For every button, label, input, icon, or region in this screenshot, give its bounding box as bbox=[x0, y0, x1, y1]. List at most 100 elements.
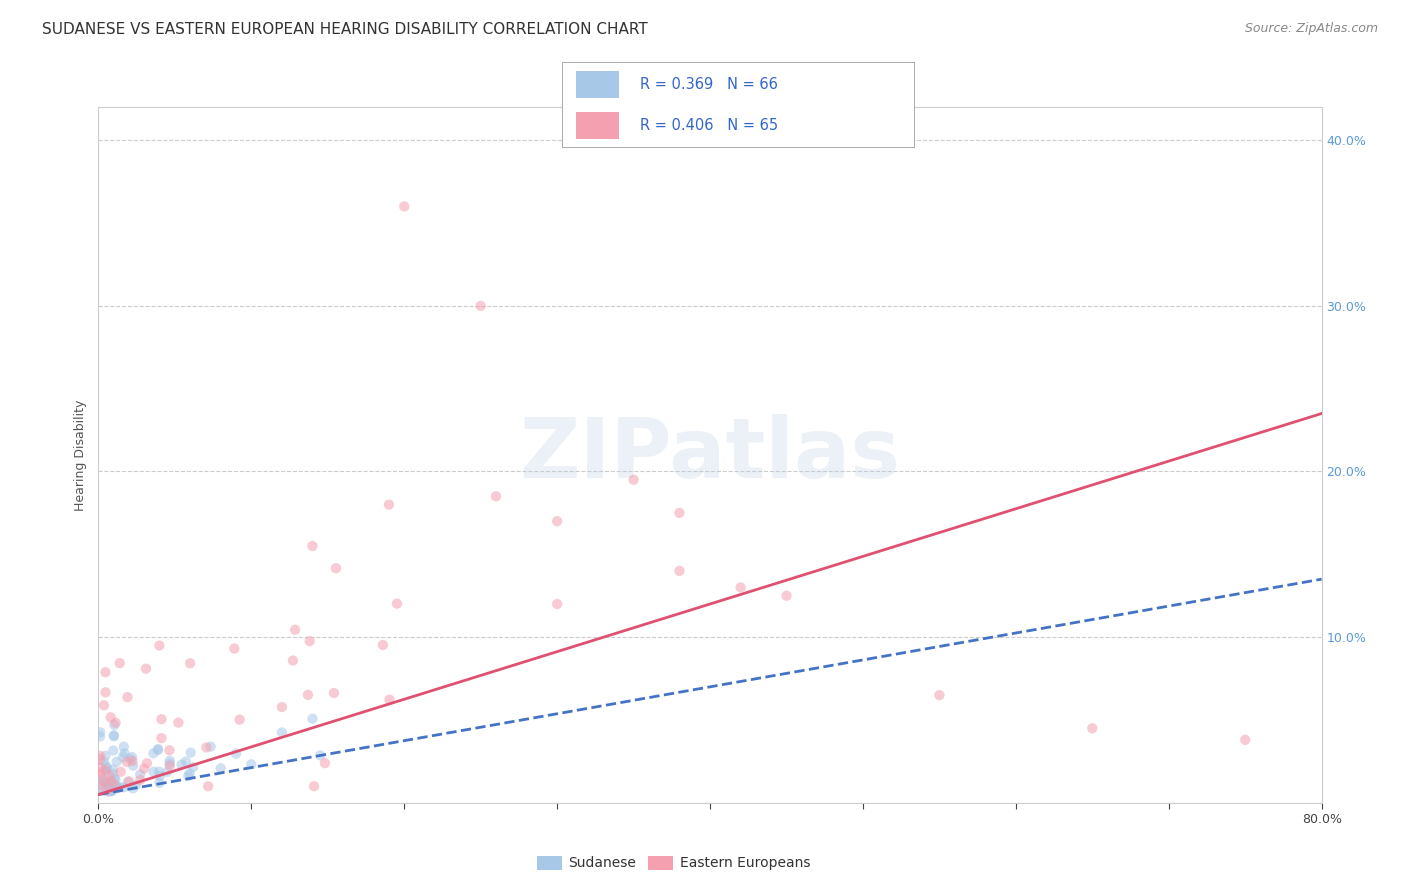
Point bbox=[117, 690, 139, 705]
Point bbox=[284, 623, 307, 637]
Point bbox=[623, 473, 645, 487]
Point bbox=[323, 686, 346, 700]
Point bbox=[730, 581, 752, 595]
Point bbox=[546, 597, 568, 611]
Point bbox=[148, 639, 170, 653]
Point bbox=[177, 769, 200, 783]
Point bbox=[485, 489, 508, 503]
Point bbox=[98, 768, 121, 782]
Point bbox=[240, 757, 263, 772]
Point bbox=[89, 725, 111, 739]
Point bbox=[96, 759, 118, 773]
Point bbox=[96, 761, 118, 775]
Point bbox=[101, 777, 124, 791]
Point bbox=[385, 597, 408, 611]
Point bbox=[112, 780, 135, 795]
Point bbox=[108, 780, 131, 795]
Point bbox=[159, 754, 181, 768]
Point bbox=[89, 775, 111, 789]
Point bbox=[94, 685, 117, 699]
Point bbox=[146, 742, 169, 756]
Point bbox=[197, 779, 219, 793]
Point bbox=[298, 634, 321, 648]
Point bbox=[135, 662, 157, 676]
Point bbox=[96, 783, 118, 797]
Point bbox=[103, 777, 125, 791]
Point bbox=[89, 765, 111, 780]
Point bbox=[150, 712, 173, 726]
Point bbox=[281, 654, 304, 668]
Point bbox=[149, 769, 172, 783]
Point bbox=[148, 764, 170, 779]
Point bbox=[270, 700, 292, 714]
Point bbox=[129, 772, 152, 787]
Point bbox=[159, 743, 181, 757]
Point bbox=[98, 778, 121, 792]
Point bbox=[94, 763, 117, 777]
Point bbox=[120, 752, 142, 766]
Point bbox=[93, 783, 115, 797]
Point bbox=[668, 506, 690, 520]
Point bbox=[378, 498, 401, 512]
Point bbox=[97, 777, 120, 791]
Point bbox=[174, 755, 197, 769]
Point bbox=[97, 779, 120, 793]
Point bbox=[118, 774, 141, 789]
Point bbox=[105, 755, 128, 769]
Point bbox=[115, 755, 138, 769]
Point bbox=[1081, 721, 1104, 735]
Point bbox=[167, 715, 190, 730]
Point bbox=[179, 657, 201, 671]
Point bbox=[103, 729, 125, 743]
Point bbox=[224, 641, 246, 656]
Text: SUDANESE VS EASTERN EUROPEAN HEARING DISABILITY CORRELATION CHART: SUDANESE VS EASTERN EUROPEAN HEARING DIS… bbox=[42, 22, 648, 37]
Text: R = 0.406   N = 65: R = 0.406 N = 65 bbox=[640, 118, 778, 133]
Point bbox=[94, 665, 117, 680]
Point bbox=[93, 775, 115, 789]
Point bbox=[122, 781, 145, 796]
Point bbox=[378, 692, 401, 706]
Point bbox=[98, 774, 121, 789]
Point bbox=[103, 772, 125, 786]
Point bbox=[105, 779, 128, 793]
Point bbox=[117, 775, 139, 789]
Point bbox=[392, 199, 416, 213]
Point bbox=[89, 780, 111, 794]
Point bbox=[90, 772, 112, 787]
Point bbox=[209, 761, 232, 775]
Point bbox=[200, 739, 222, 754]
Point bbox=[100, 784, 122, 798]
Point bbox=[159, 758, 181, 772]
Point bbox=[94, 748, 117, 763]
Legend: Sudanese, Eastern Europeans: Sudanese, Eastern Europeans bbox=[531, 850, 815, 876]
Point bbox=[89, 760, 111, 774]
Point bbox=[93, 755, 115, 769]
Point bbox=[928, 688, 950, 702]
Point bbox=[156, 764, 179, 779]
Point bbox=[101, 767, 124, 781]
Point bbox=[228, 713, 250, 727]
Point bbox=[148, 776, 170, 790]
Point bbox=[301, 712, 323, 726]
Point bbox=[108, 656, 131, 670]
Point bbox=[111, 750, 134, 764]
Point bbox=[170, 757, 193, 772]
Point bbox=[775, 589, 797, 603]
Point bbox=[179, 766, 201, 780]
Point bbox=[142, 747, 165, 761]
Point bbox=[132, 762, 155, 776]
Point bbox=[104, 715, 127, 730]
Point bbox=[107, 780, 129, 795]
Point bbox=[270, 725, 292, 739]
Point bbox=[371, 638, 394, 652]
Point bbox=[146, 743, 169, 757]
Point bbox=[325, 561, 347, 575]
Point bbox=[546, 514, 568, 528]
Text: R = 0.369   N = 66: R = 0.369 N = 66 bbox=[640, 77, 778, 92]
Point bbox=[114, 747, 136, 761]
Point bbox=[100, 710, 122, 724]
Y-axis label: Hearing Disability: Hearing Disability bbox=[75, 400, 87, 510]
Point bbox=[470, 299, 492, 313]
Point bbox=[668, 564, 690, 578]
Point bbox=[93, 774, 115, 789]
